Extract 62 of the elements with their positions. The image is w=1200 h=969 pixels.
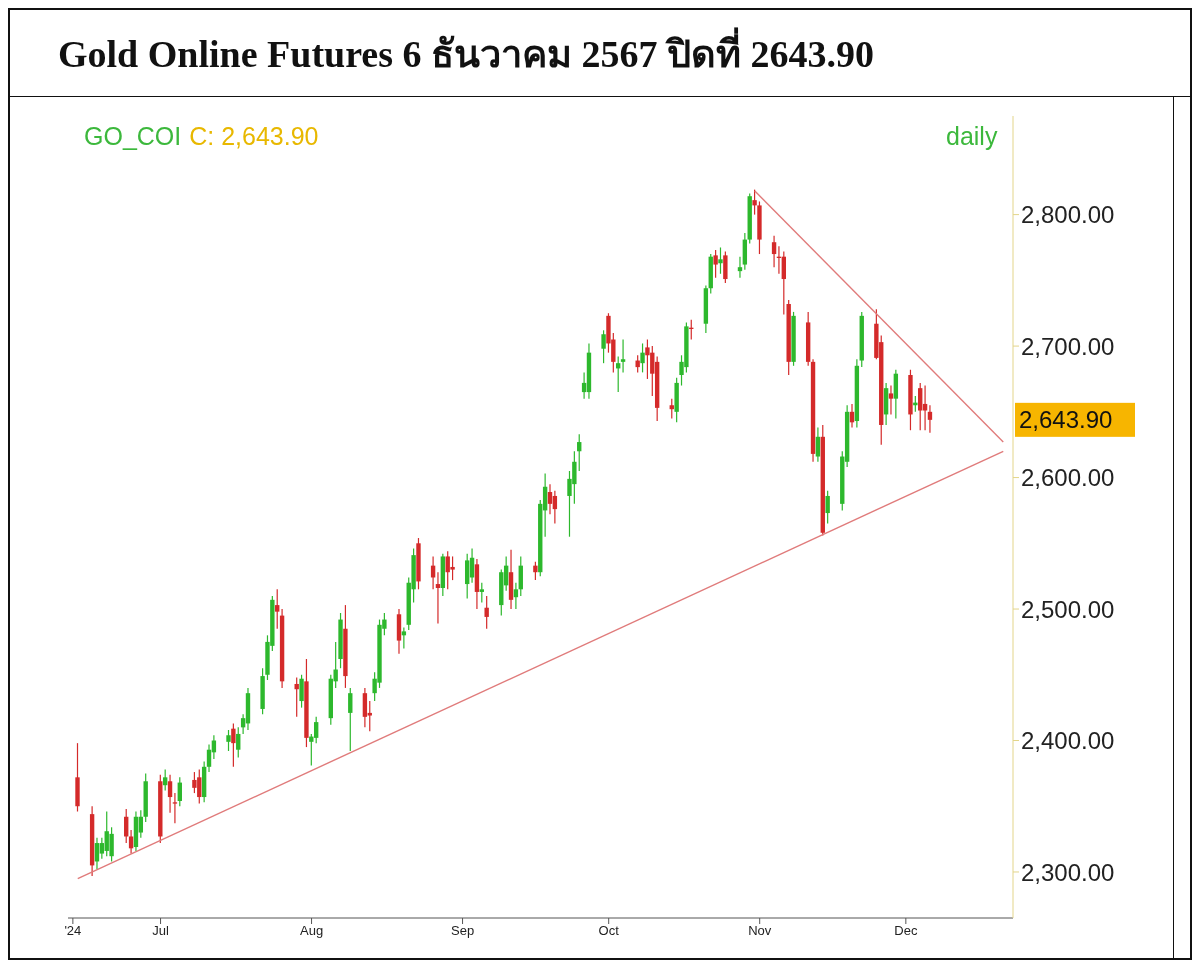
- candlestick: [601, 329, 606, 364]
- candlestick: [547, 483, 553, 515]
- candlestick: [533, 561, 538, 581]
- candlestick: [918, 382, 923, 431]
- y-tick-label: 2,400.00: [1021, 727, 1115, 755]
- candlestick: [226, 729, 231, 752]
- candlestick: [275, 588, 280, 630]
- candlestick: [825, 490, 830, 525]
- chart-title: Gold Online Futures 6 ธันวาคม 2567 ปิดที่ 2643.90: [10, 10, 1190, 97]
- candlestick: [669, 398, 674, 419]
- candlestick: [167, 774, 173, 814]
- x-tick-label: Sep: [450, 923, 475, 939]
- candlestick: [231, 722, 236, 768]
- candlestick: [128, 829, 134, 855]
- candlestick: [620, 338, 626, 373]
- candlestick: [162, 768, 168, 792]
- candlestick: [109, 826, 114, 863]
- x-tick-label: Jul: [152, 923, 169, 939]
- x-tick-label: Oct: [598, 923, 620, 939]
- x-tick-label: '24: [64, 923, 82, 939]
- annotation: daily: [946, 122, 998, 151]
- candlestick: [206, 743, 212, 773]
- candlestick: [771, 235, 777, 268]
- candlestick: [192, 771, 197, 794]
- y-tick-label: 2,700.00: [1021, 332, 1115, 360]
- candlestick: [313, 716, 319, 744]
- candlestick: [645, 338, 650, 380]
- candlestick: [450, 555, 455, 581]
- candlestick: [479, 582, 484, 604]
- candlestick: [484, 595, 489, 630]
- text: 2,643.90: [1019, 405, 1113, 433]
- x-tick-label: Nov: [748, 923, 772, 939]
- candlestick: [513, 582, 519, 610]
- x-tick-label: Aug: [299, 923, 324, 939]
- candlestick: [465, 553, 470, 600]
- candlestick: [752, 189, 757, 216]
- candlestick: [236, 726, 241, 759]
- candlestick: [172, 792, 178, 824]
- candlestick: [922, 384, 928, 431]
- candlestick: [713, 249, 718, 279]
- candlestick: [577, 433, 582, 472]
- annotation: C: 2,643.90: [189, 122, 319, 151]
- x-tick-label: Dec: [894, 923, 918, 939]
- y-tick-label: 2,800.00: [1021, 201, 1115, 229]
- candlestick: [718, 246, 723, 275]
- candlestick: [299, 674, 304, 709]
- y-tick-label: 2,600.00: [1021, 464, 1115, 492]
- candlestick: [640, 342, 645, 373]
- candlestick: [815, 427, 821, 463]
- annotation: GO_COI: [84, 122, 182, 151]
- candlestick: [888, 384, 894, 416]
- candlestick: [435, 571, 441, 625]
- candlestick: [737, 256, 743, 279]
- candlestick: [401, 626, 407, 650]
- candlestick: [927, 404, 933, 434]
- candlestick: [723, 250, 728, 284]
- candlestick: [362, 687, 368, 728]
- candlestick: [552, 490, 558, 525]
- y-tick-label: 2,300.00: [1021, 858, 1115, 886]
- candlestick: [348, 687, 353, 752]
- y-tick-label: 2,500.00: [1021, 595, 1115, 623]
- candlestick: [781, 250, 787, 316]
